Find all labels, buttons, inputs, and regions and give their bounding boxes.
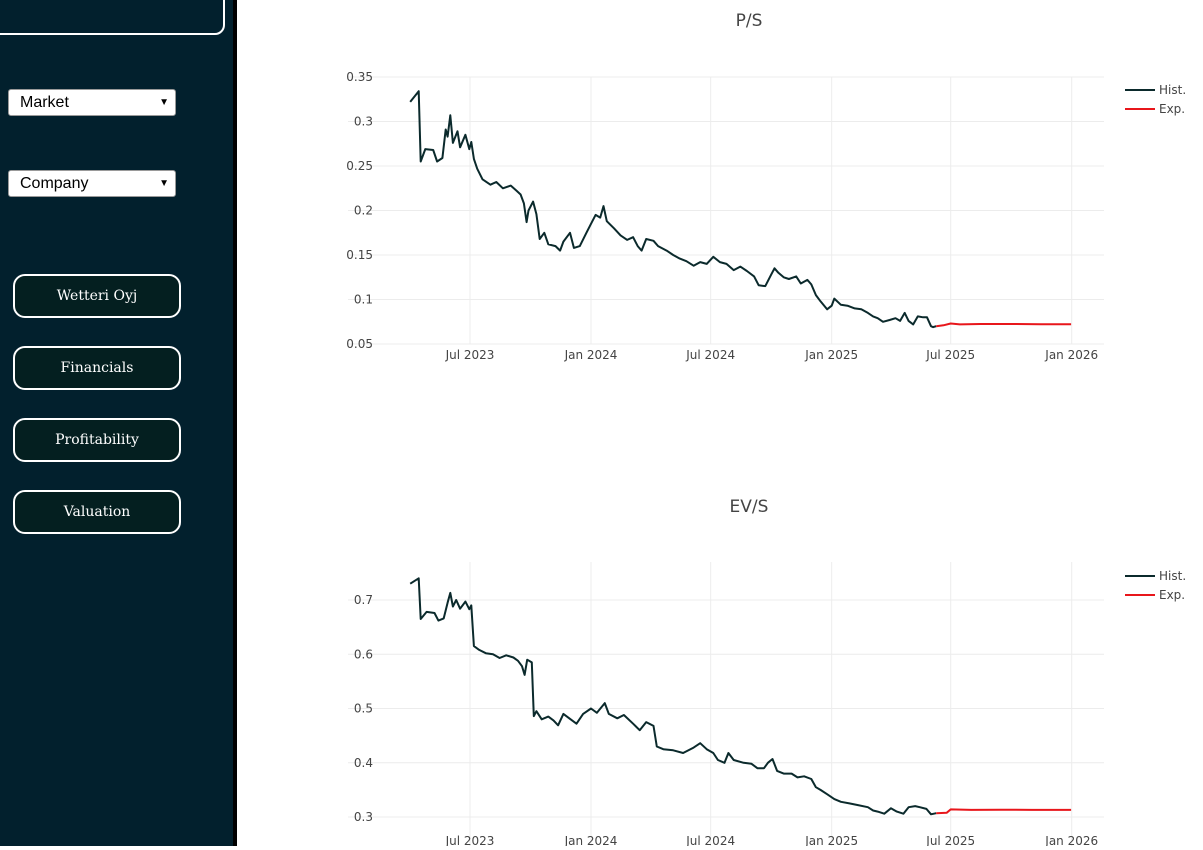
x-tick-label: Jul 2025 [925, 834, 975, 846]
chart-title: P/S [736, 11, 763, 31]
y-tick-label: 0.3 [354, 115, 373, 129]
market-select-value: Market [20, 94, 69, 111]
ps-chart: P/S Jul 2023 Jan 2024 Jul 2024 Jan 2025 Jul 2… [237, 0, 1203, 395]
series-line-exp [936, 808, 1072, 815]
legend-label: Hist. [1159, 569, 1186, 583]
x-tick-label: Jul 2023 [445, 348, 495, 362]
series-line-hist [409, 90, 937, 329]
x-tick-label: Jan 2025 [804, 834, 858, 846]
chevron-down-icon: ▼ [159, 97, 169, 108]
y-tick-label: 0.3 [354, 810, 373, 824]
ps-chart-svg: P/S Jul 2023 Jan 2024 Jul 2024 Jan 2025 Jul 2… [346, 11, 1186, 362]
legend-label: Hist. [1159, 83, 1186, 97]
financials-button[interactable]: Financials [13, 346, 181, 390]
y-tick-label: 0.5 [354, 702, 373, 716]
legend-label: Exp. [1159, 102, 1185, 116]
evs-chart-svg: EV/S Jul 2023 Jan 2024 Jul 2024 Jan 2025 Jul … [348, 497, 1186, 848]
y-tick-label: 0.25 [346, 159, 373, 173]
y-tick-label: 0.05 [346, 337, 373, 351]
series-line-exp [936, 322, 1072, 328]
chart-title: EV/S [730, 497, 769, 517]
x-tick-label: Jan 2025 [804, 348, 858, 362]
market-select[interactable]: Market ▼ [8, 89, 176, 116]
evs-chart: EV/S Jul 2023 Jan 2024 Jul 2024 Jan 2025 Jul … [237, 486, 1203, 848]
sidebar: Market ▼ Company ▼ Wetteri Oyj Financial… [0, 0, 233, 846]
profitability-button[interactable]: Profitability [13, 418, 181, 462]
legend-label: Exp. [1159, 588, 1185, 602]
y-tick-label: 0.1 [354, 293, 373, 307]
sidebar-divider [233, 0, 237, 846]
y-tick-label: 0.2 [354, 204, 373, 218]
y-tick-label: 0.4 [354, 756, 373, 770]
x-tick-label: Jan 2026 [1044, 348, 1098, 362]
company-select[interactable]: Company ▼ [8, 170, 176, 197]
x-tick-label: Jan 2024 [564, 348, 618, 362]
chevron-down-icon: ▼ [159, 178, 169, 189]
company-name-button[interactable]: Wetteri Oyj [13, 274, 181, 318]
y-tick-label: 0.6 [354, 647, 373, 661]
x-tick-label: Jan 2024 [564, 834, 618, 846]
sidebar-top-panel [0, 0, 225, 35]
y-tick-label: 0.15 [346, 248, 373, 262]
y-tick-label: 0.7 [354, 593, 373, 607]
series-line-hist [409, 577, 937, 816]
x-tick-label: Jul 2024 [685, 834, 735, 846]
x-tick-label: Jul 2023 [445, 834, 495, 846]
valuation-button[interactable]: Valuation [13, 490, 181, 534]
company-select-value: Company [20, 175, 89, 192]
x-tick-label: Jan 2026 [1044, 834, 1098, 846]
x-tick-label: Jul 2025 [925, 348, 975, 362]
y-tick-label: 0.35 [346, 70, 373, 84]
x-tick-label: Jul 2024 [685, 348, 735, 362]
